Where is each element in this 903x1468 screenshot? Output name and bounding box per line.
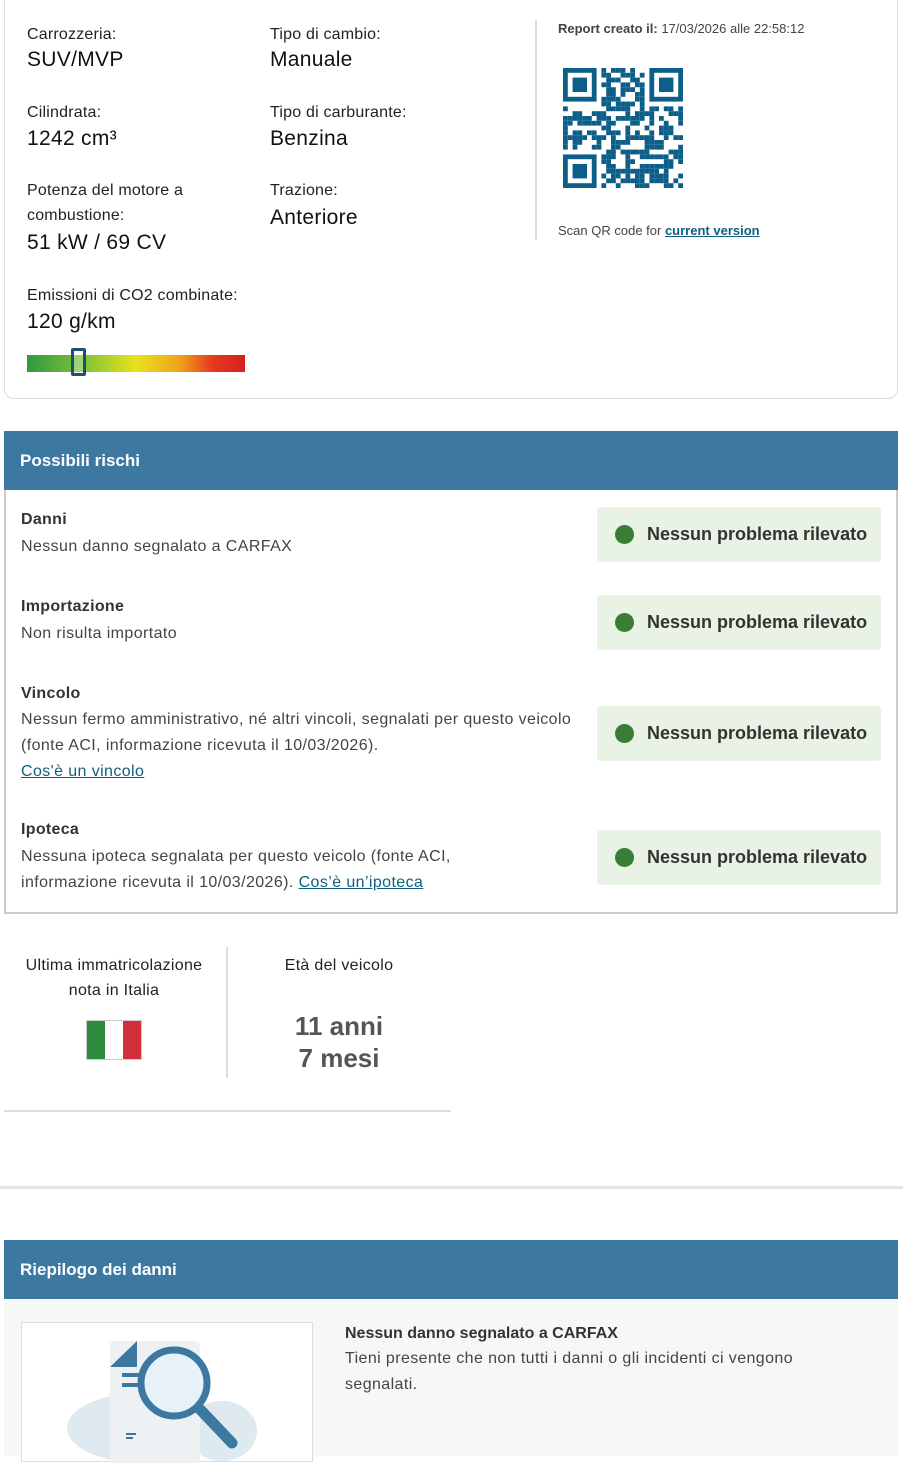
displacement-value: 1242 cm³ xyxy=(27,127,117,150)
report-created-label: Report creato il: xyxy=(558,21,658,36)
status-dot-icon xyxy=(615,724,634,743)
divider xyxy=(226,947,228,1078)
report-created: Report creato il: 17/03/2026 alle 22:58:… xyxy=(558,21,804,36)
status-dot-icon xyxy=(615,525,634,544)
scan-label: Scan QR code for xyxy=(558,223,662,238)
body-value: SUV/MVP xyxy=(27,48,124,71)
risk-status-damage: Nessun problema rilevato xyxy=(597,507,881,562)
damage-summary-heading: Nessun danno segnalato a CARFAX xyxy=(345,1325,618,1342)
status-text: Nessun problema rilevato xyxy=(647,723,868,743)
document-magnifier-icon xyxy=(67,1341,257,1466)
divider xyxy=(4,1110,451,1112)
mortgage-info-link[interactable]: Cos’è un’ipoteca xyxy=(298,874,424,891)
displacement-label: Cilindrata: xyxy=(27,104,102,121)
risk-title-import: Importazione xyxy=(21,598,125,615)
risk-title-mortgage: Ipoteca xyxy=(21,821,80,838)
risk-status-mortgage: Nessun problema rilevato xyxy=(597,830,881,885)
damage-illustration xyxy=(21,1322,313,1466)
italy-flag-icon xyxy=(86,1020,142,1060)
section-divider xyxy=(0,1186,903,1189)
co2-scale-marker xyxy=(71,348,87,376)
status-text: Nessun problema rilevato xyxy=(647,612,868,632)
traction-value: Anteriore xyxy=(270,206,358,229)
power-value: 51 kW / 69 CV xyxy=(27,231,167,254)
risk-title-lien: Vincolo xyxy=(21,685,81,702)
lien-text: Nessun fermo amministrativo, né altri vi… xyxy=(21,711,572,754)
age-label: Età del veicolo xyxy=(284,957,394,974)
risk-text-lien: Nessun fermo amministrativo, né altri vi… xyxy=(21,707,586,785)
age-months: 7 mesi xyxy=(298,1043,380,1073)
risk-status-import: Nessun problema rilevato xyxy=(597,595,881,650)
lien-info-link[interactable]: Cos'è un vincolo xyxy=(21,763,145,780)
age-years: 11 anni xyxy=(294,1011,384,1041)
fuel-label: Tipo di carburante: xyxy=(270,104,407,121)
gearbox-value: Manuale xyxy=(270,48,353,71)
current-version-link[interactable]: current version xyxy=(664,223,760,238)
risk-title-damage: Danni xyxy=(21,511,67,528)
status-dot-icon xyxy=(615,848,634,867)
gearbox-label: Tipo di cambio: xyxy=(270,26,381,43)
co2-label: Emissioni di CO2 combinate: xyxy=(27,287,238,304)
co2-scale-bar xyxy=(27,355,245,372)
mortgage-text: Nessuna ipoteca segnalata per questo vei… xyxy=(21,848,451,891)
registration-label: Ultima immatricolazione nota in Italia xyxy=(25,957,203,999)
traction-label: Trazione: xyxy=(270,182,338,199)
risk-text-import: Non risulta importato xyxy=(21,625,178,642)
qr-code[interactable] xyxy=(563,68,683,188)
body-label: Carrozzeria: xyxy=(27,26,117,43)
vehicle-specs-card xyxy=(4,0,898,399)
risks-header: Possibili rischi xyxy=(4,431,898,490)
risk-status-lien: Nessun problema rilevato xyxy=(597,706,881,761)
damage-summary-header: Riepilogo dei danni xyxy=(4,1240,898,1299)
damage-summary-text: Tieni presente che non tutti i danni o g… xyxy=(345,1350,793,1393)
co2-value: 120 g/km xyxy=(27,310,116,333)
divider xyxy=(535,20,537,240)
status-text: Nessun problema rilevato xyxy=(647,847,868,867)
status-dot-icon xyxy=(615,613,634,632)
status-text: Nessun problema rilevato xyxy=(647,524,868,544)
report-created-value: 17/03/2026 alle 22:58:12 xyxy=(661,21,805,36)
fuel-value: Benzina xyxy=(270,127,348,150)
power-label: Potenza del motore a combustione: xyxy=(27,182,184,224)
scan-text: Scan QR code for current version xyxy=(558,223,760,238)
risks-box xyxy=(4,490,898,914)
risk-text-damage: Nessun danno segnalato a CARFAX xyxy=(21,538,293,555)
risk-text-mortgage: Nessuna ipoteca segnalata per questo vei… xyxy=(21,844,521,896)
